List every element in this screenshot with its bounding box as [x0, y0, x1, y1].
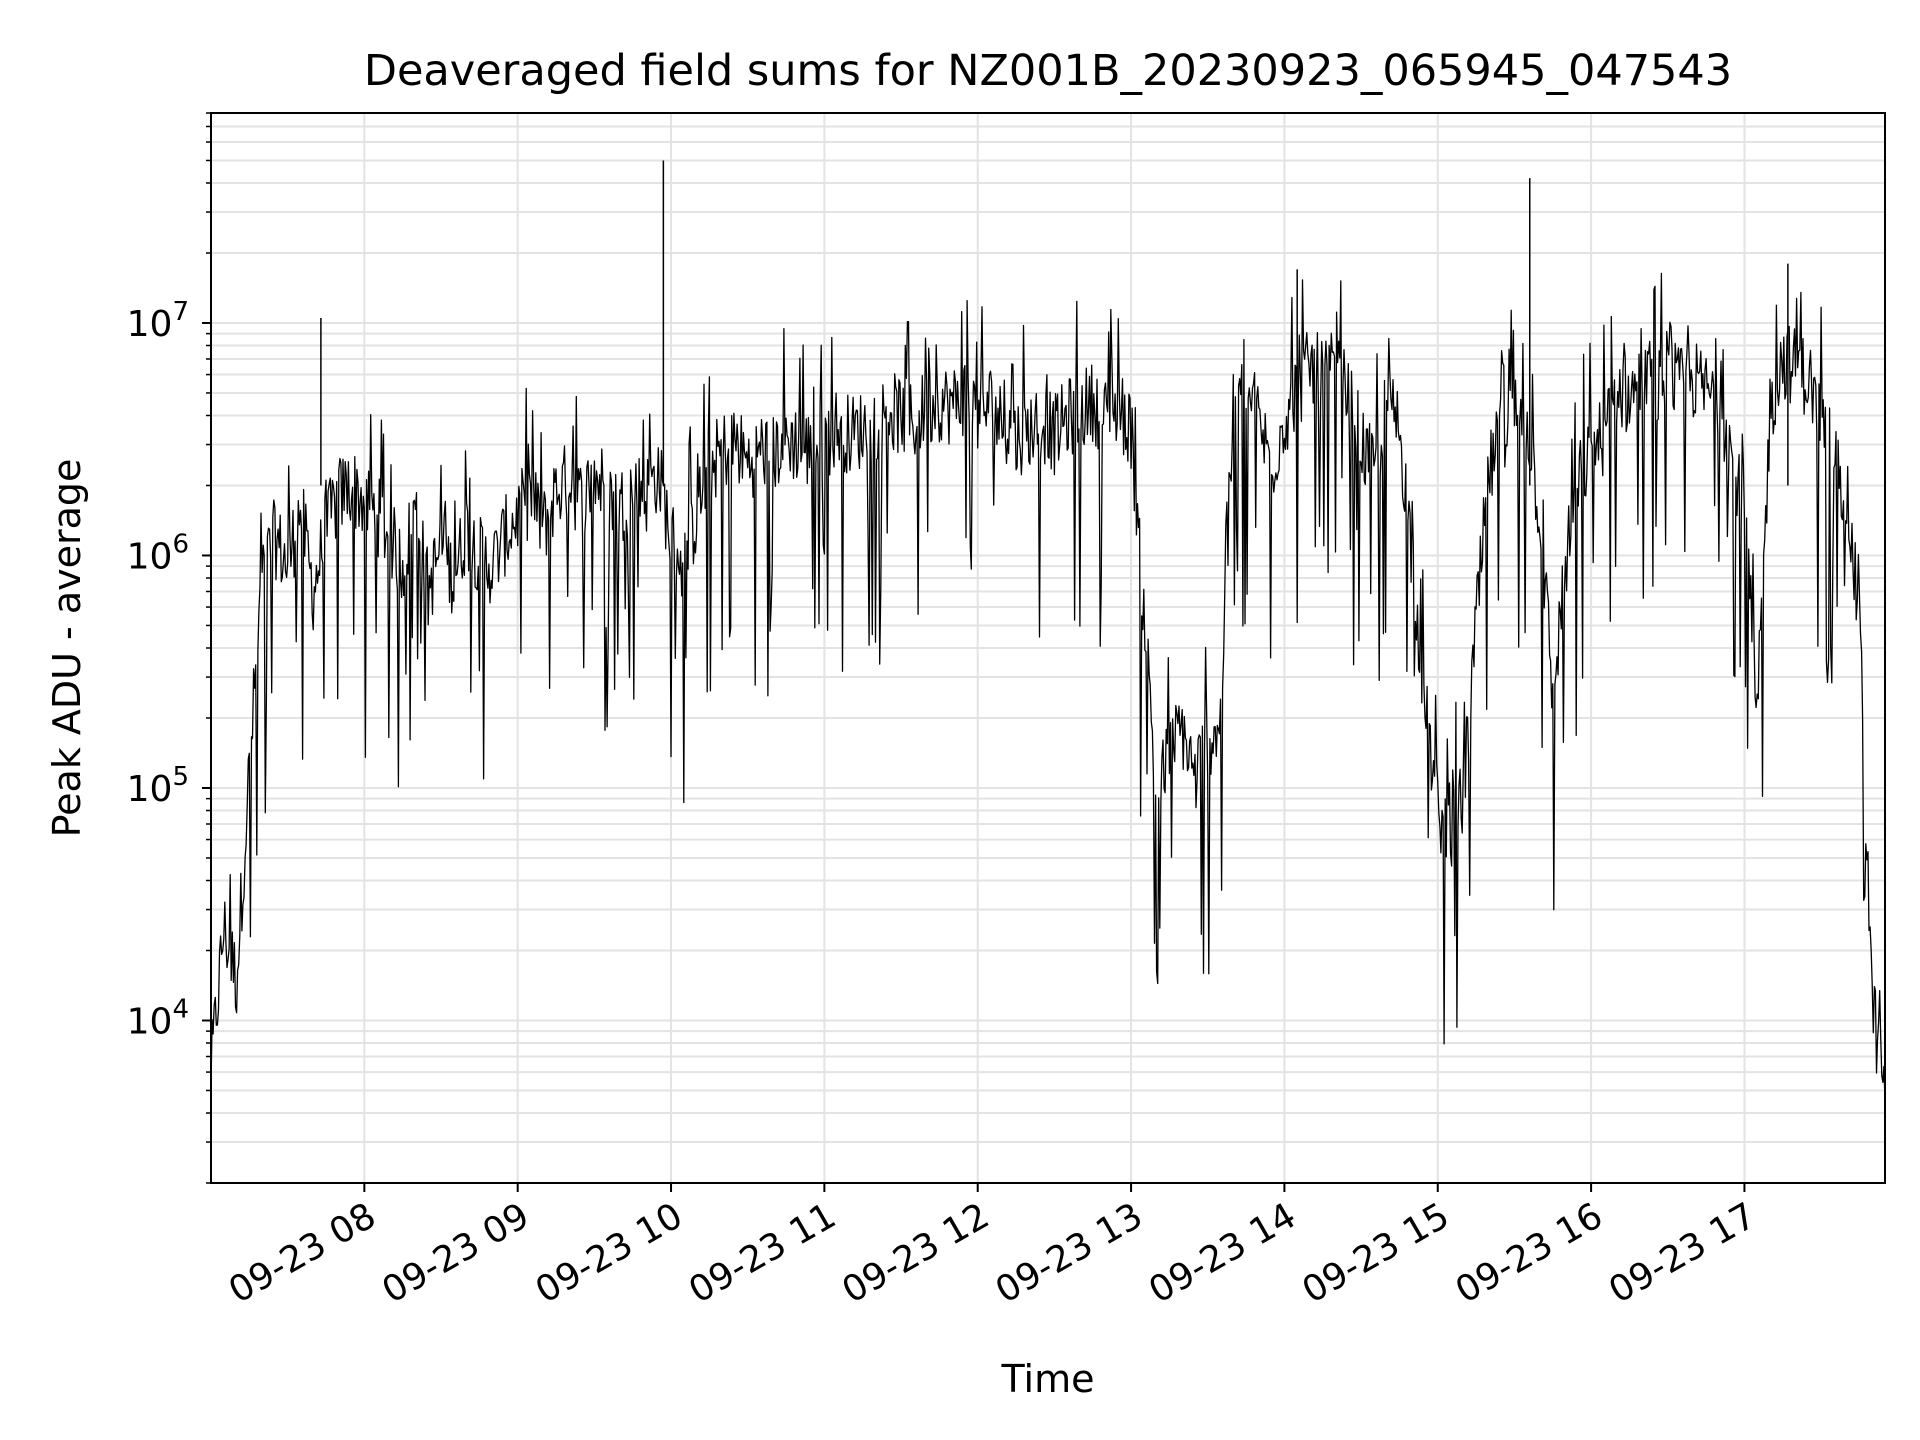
y-tick-label: 107	[127, 297, 189, 345]
y-tick-label: 104	[127, 994, 189, 1042]
y-tick-label: 106	[127, 529, 189, 577]
series-line	[210, 272, 1886, 1102]
chart-title: Deaveraged field sums for NZ001B_2023092…	[364, 46, 1732, 96]
grid	[211, 112, 1885, 1184]
y-axis-label: Peak ADU - average	[45, 459, 89, 838]
y-tick-label: 105	[127, 762, 189, 810]
series-layer	[210, 160, 1886, 1102]
x-axis-label: Time	[1001, 1357, 1095, 1401]
